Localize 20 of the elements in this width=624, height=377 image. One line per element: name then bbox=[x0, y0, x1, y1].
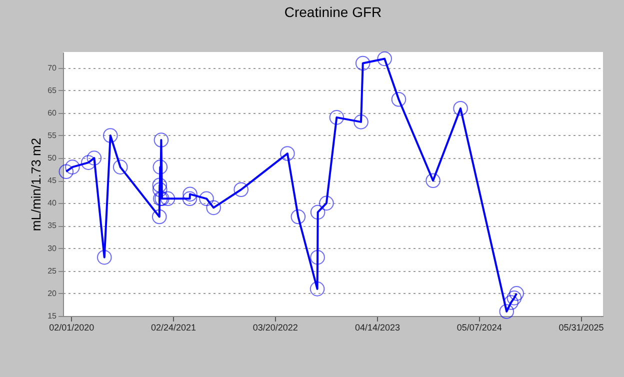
x-tick-label: 03/20/2022 bbox=[252, 322, 298, 332]
y-tick-label: 35 bbox=[48, 221, 58, 230]
x-tick-label: 05/31/2025 bbox=[558, 322, 604, 332]
x-tick-label: 05/07/2024 bbox=[456, 322, 502, 332]
y-tick-label: 60 bbox=[48, 108, 58, 118]
y-tick-label: 25 bbox=[48, 266, 58, 276]
y-tick-label: 20 bbox=[48, 288, 58, 298]
x-tick-label: 04/14/2023 bbox=[354, 322, 400, 332]
y-tick-label: 65 bbox=[48, 86, 58, 95]
y-tick-label: 45 bbox=[48, 176, 58, 186]
y-tick-label: 50 bbox=[48, 154, 58, 163]
y-tick-label: 15 bbox=[48, 312, 58, 320]
y-tick-label: 55 bbox=[48, 130, 58, 140]
y-tick-label: 40 bbox=[48, 198, 58, 208]
y-axis-title: mL/min/1.73 m2 bbox=[28, 138, 44, 232]
x-tick-label: 02/01/2020 bbox=[49, 322, 94, 332]
y-tick-label: 70 bbox=[48, 63, 58, 72]
y-tick-label: 30 bbox=[48, 244, 58, 253]
x-tick-label: 02/24/2021 bbox=[150, 322, 196, 332]
chart-title: Creatinine GFR bbox=[284, 4, 382, 20]
